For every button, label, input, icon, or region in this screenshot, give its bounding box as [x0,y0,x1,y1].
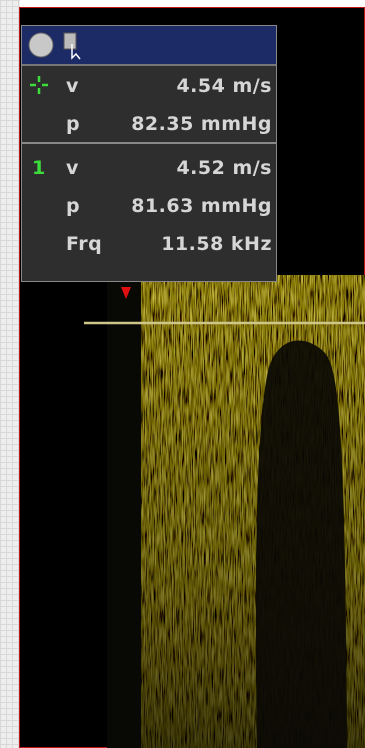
trace-marker: 1 [32,157,46,179]
measurement-label: p [66,113,80,135]
measurement-value: 11.58 kHz [161,233,272,255]
screen: v4.54 m/sp82.35 mmHg 1v4.52 m/sp81.63 mm… [0,0,365,748]
measurement-value: 82.35 mmHg [131,113,272,135]
measurement-label: p [66,195,80,217]
measurement-value: 81.63 mmHg [131,195,272,217]
header-icons [22,26,82,64]
measurement-row: v 4.54 m/s [22,66,276,104]
panel-header [22,26,276,66]
cursor-group: v 4.54 m/s p 82.35 mmHg [22,66,276,142]
flow-envelope [256,341,347,748]
measurement-row: p 82.35 mmHg [22,104,276,142]
measurement-row: Frq 11.58 kHz [22,224,276,262]
measurement-label: v [66,75,79,97]
background-grid [0,0,20,748]
measurement-label: v [66,157,79,179]
measurement-label: Frq [66,233,102,255]
measurement-value: 4.52 m/s [176,157,272,179]
gap [107,275,141,748]
measurement-value: 4.54 m/s [176,75,272,97]
cursor-icon [28,74,50,96]
measurement-row: p 81.63 mmHg [22,186,276,224]
